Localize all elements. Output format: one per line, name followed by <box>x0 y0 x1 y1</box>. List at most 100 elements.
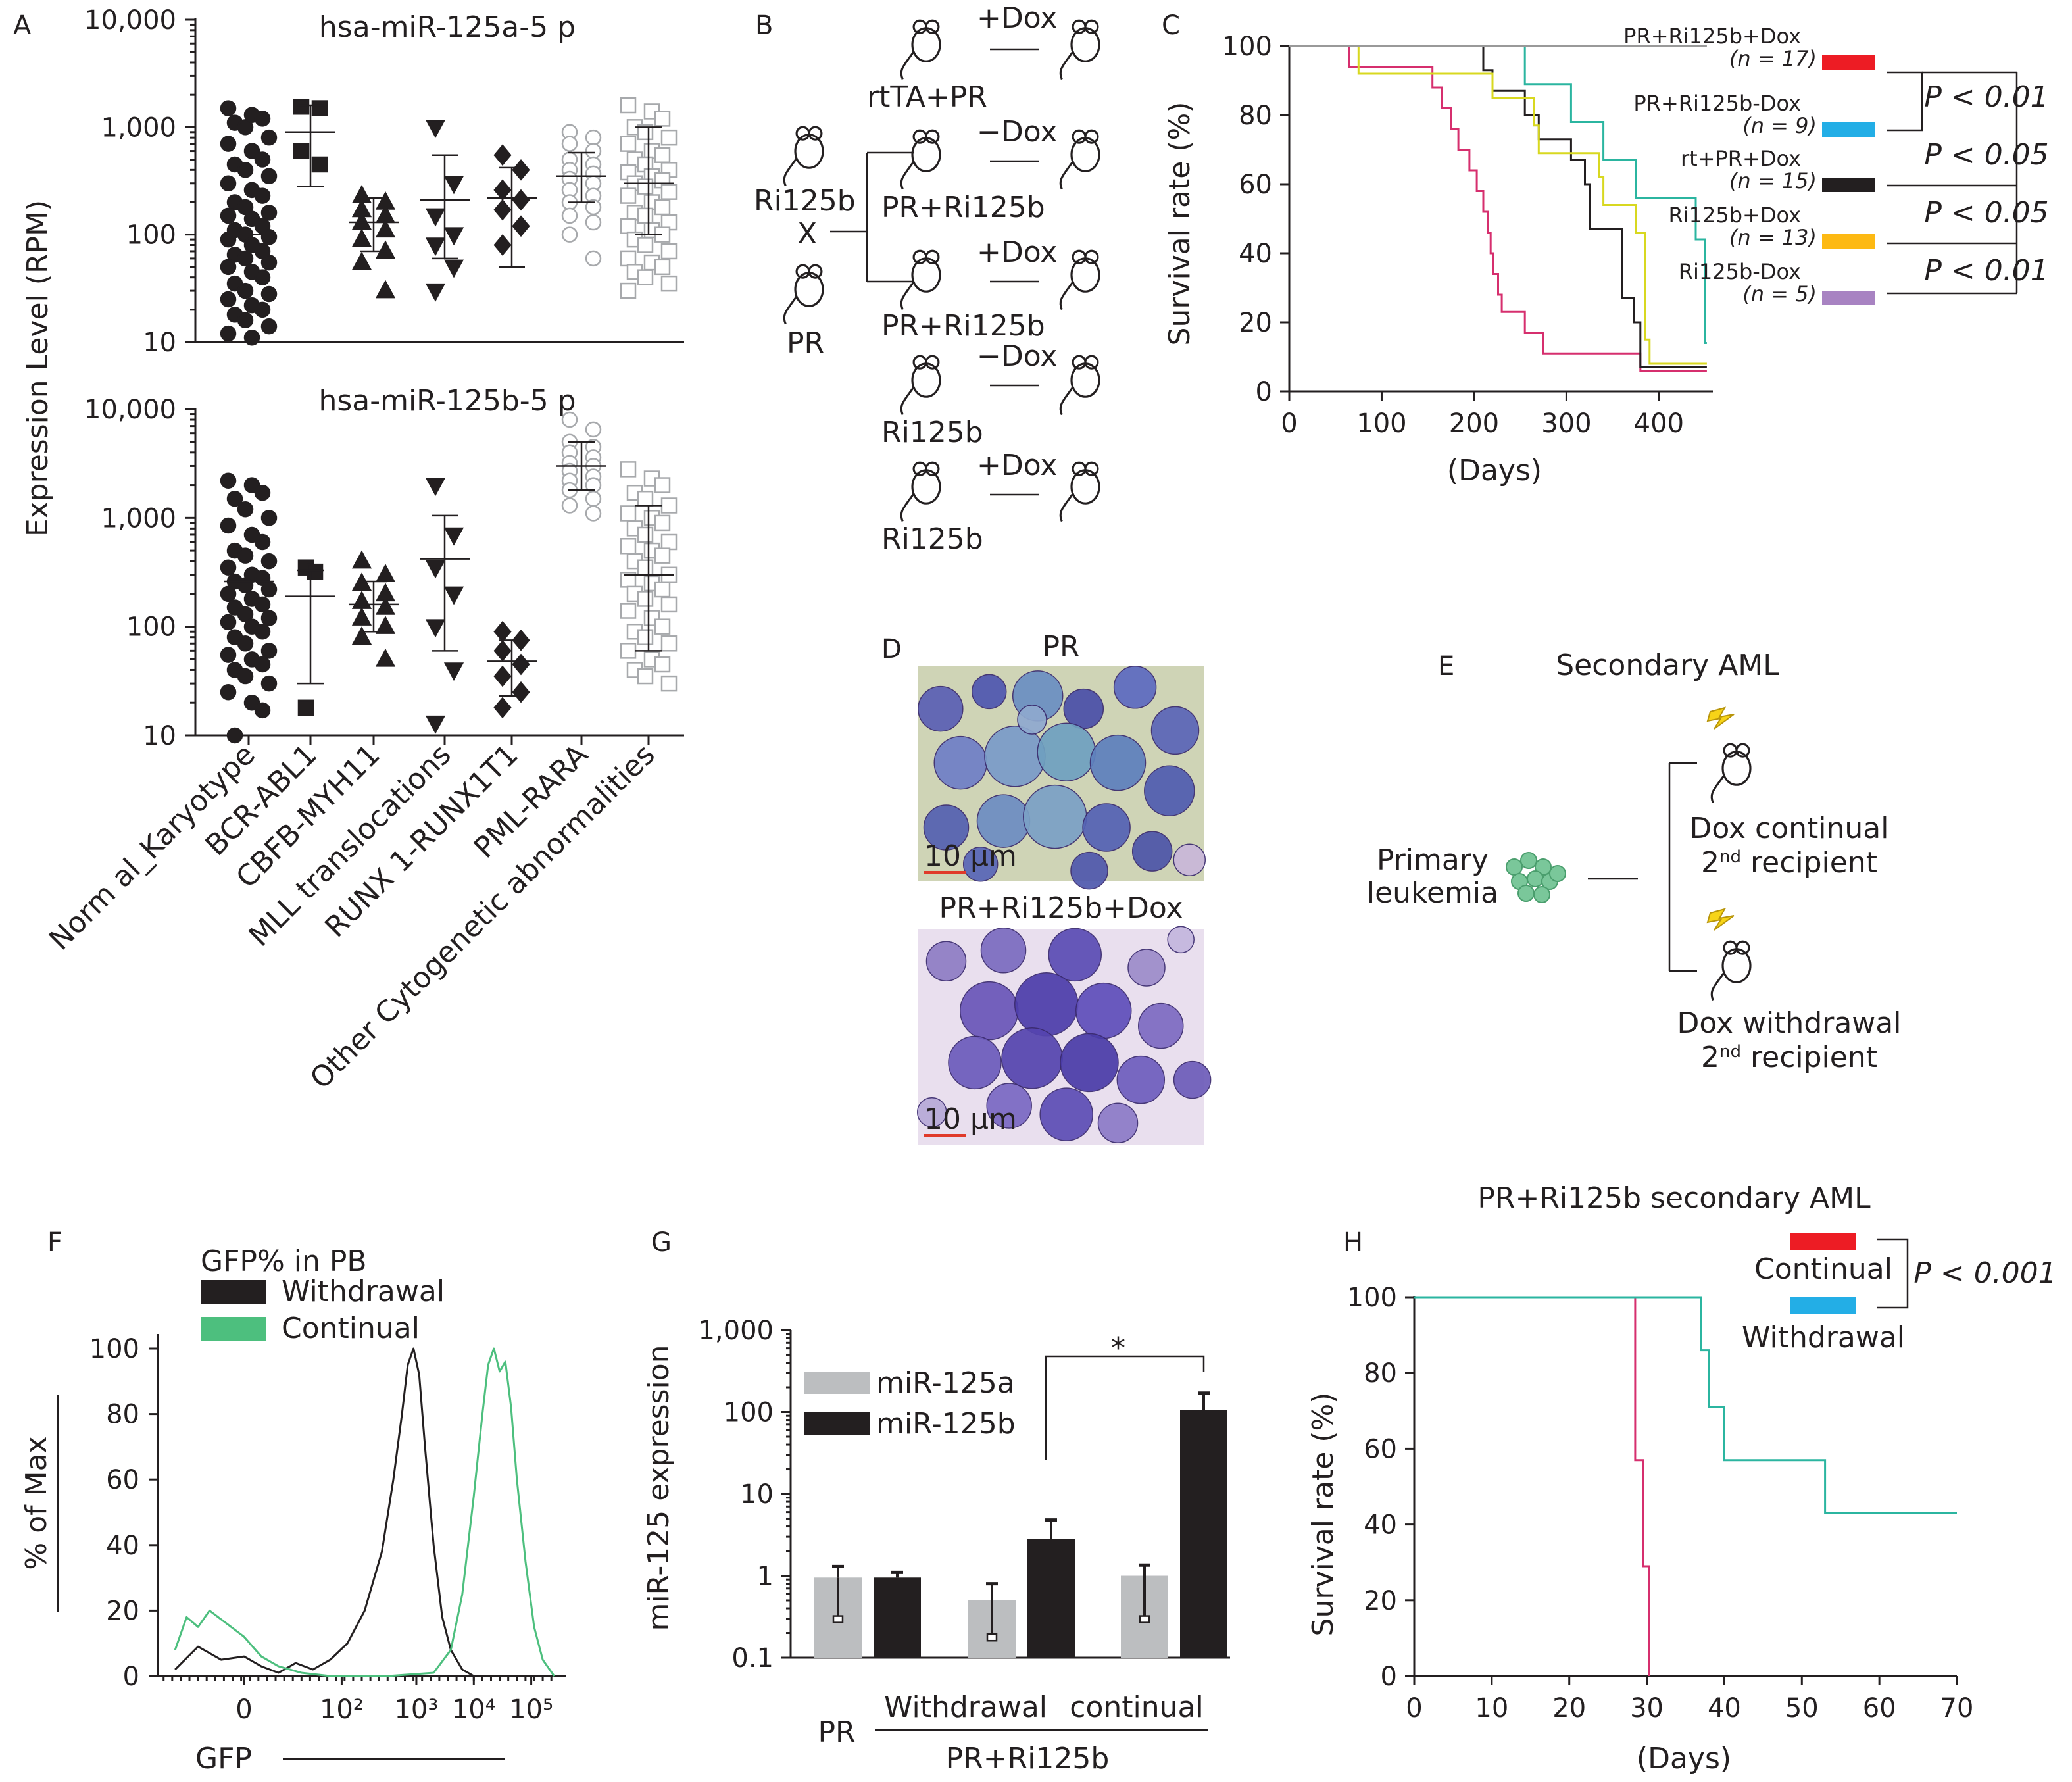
mouse-ear <box>1072 129 1087 144</box>
mouse-ear <box>1084 461 1099 476</box>
legend-swatch <box>1822 122 1875 137</box>
data-point <box>237 668 254 685</box>
cell <box>1075 982 1132 1039</box>
micrograph-pr: 10 μm <box>918 666 1206 890</box>
bar <box>874 1577 921 1658</box>
survival-curve <box>1289 45 1707 365</box>
y-tick-label: 0 <box>1381 1662 1397 1692</box>
mouse-ear <box>1735 940 1750 955</box>
data-point <box>637 526 654 543</box>
e-arm2-label: Dox withdrawal <box>1677 1006 1902 1040</box>
data-point <box>260 229 278 245</box>
legend-swatch <box>1822 234 1875 249</box>
mouse-ear <box>912 249 927 264</box>
mouse-ear <box>1723 743 1738 758</box>
cell <box>918 685 964 732</box>
cell <box>1048 928 1102 982</box>
mouse-ear <box>925 355 940 370</box>
y-tick-label: 10,000 <box>84 395 176 425</box>
data-point <box>375 240 396 259</box>
mouse-tail <box>783 295 798 325</box>
scale-bar-label: 10 μm <box>924 839 1017 873</box>
mouse-icon <box>900 355 941 416</box>
data-point <box>620 505 637 522</box>
e-source-line2: leukemia <box>1367 876 1498 910</box>
data-point <box>493 697 512 719</box>
data-point <box>654 199 671 216</box>
data-point <box>375 219 396 238</box>
leukemia-cells-icon <box>1506 852 1566 903</box>
y-tick-label: 100 <box>1347 1283 1397 1313</box>
data-point <box>254 111 271 127</box>
y-tick-label: 100 <box>89 1334 139 1364</box>
data-point <box>425 120 446 138</box>
mouse-tail <box>1710 774 1725 804</box>
data-point <box>512 653 530 676</box>
error-low-marker <box>832 1615 844 1623</box>
y-tick-label: 10 <box>740 1479 774 1510</box>
legend-label: miR-125a <box>876 1366 1015 1400</box>
leukemia-cell <box>1506 858 1523 876</box>
mouse-ear <box>912 19 927 34</box>
scale-bar-label: 10 μm <box>924 1102 1017 1136</box>
data-point <box>585 250 602 267</box>
data-point <box>260 205 278 221</box>
data-point <box>351 228 372 247</box>
data-point <box>237 119 254 136</box>
panel-f-title: GFP% in PB <box>201 1245 367 1278</box>
panel-c-xlabel: (Days) <box>1447 454 1542 487</box>
data-point <box>493 665 512 687</box>
leukemia-cell <box>1535 858 1552 876</box>
data-point <box>220 647 237 663</box>
mouse-ear <box>1072 249 1087 264</box>
x-tick-label: 40 <box>1708 1693 1741 1723</box>
error-low-marker <box>986 1633 998 1642</box>
data-point <box>220 472 237 489</box>
mouse-body <box>911 27 941 62</box>
bar <box>1027 1539 1075 1658</box>
x-tick-label: 10 <box>1475 1693 1508 1723</box>
x-tick-label: 300 <box>1541 408 1591 439</box>
mouse-body <box>911 137 941 172</box>
micrograph-pr-label: PR <box>1042 630 1079 664</box>
data-point <box>425 208 446 227</box>
data-point <box>654 581 671 598</box>
recipient-mouse-icon <box>1710 743 1752 804</box>
group-label: PR+Ri125b <box>946 1742 1110 1775</box>
y-tick-label: 80 <box>106 1400 139 1430</box>
mouse-body <box>911 469 941 505</box>
legend-label: Ri125b-Dox <box>1679 259 1801 284</box>
data-point <box>654 259 671 276</box>
data-point <box>620 136 637 152</box>
data-point <box>585 505 602 522</box>
data-point <box>443 527 464 546</box>
mouse-ear <box>795 126 810 141</box>
mouse-body <box>794 272 824 307</box>
data-point <box>425 715 446 734</box>
data-point <box>561 226 578 243</box>
cell <box>972 674 1007 710</box>
data-point <box>220 683 237 701</box>
data-point <box>254 301 271 318</box>
panel-a-ylabel: Expression Level (RPM) <box>21 200 55 537</box>
data-point <box>220 559 237 576</box>
data-point <box>585 421 602 438</box>
cell <box>925 941 967 981</box>
y-tick-label: 0.1 <box>731 1643 774 1673</box>
x-tick-label: 70 <box>1940 1693 1974 1723</box>
data-point <box>237 312 254 328</box>
x-tick-label: 10³ <box>394 1695 438 1725</box>
data-point <box>237 606 254 623</box>
mouse-body <box>1721 948 1752 983</box>
leukemia-cell <box>1527 870 1544 887</box>
data-point <box>637 629 654 645</box>
data-point <box>637 559 654 576</box>
e-arm1-label: Dox continual <box>1690 812 1889 845</box>
data-point <box>585 490 602 507</box>
b-parent-ri125b: Ri125b <box>754 184 856 218</box>
data-point <box>425 283 446 302</box>
data-point <box>637 269 654 285</box>
b-row3-treatment: +Dox <box>977 235 1057 269</box>
mouse-ear <box>925 461 940 476</box>
data-point <box>493 639 512 662</box>
